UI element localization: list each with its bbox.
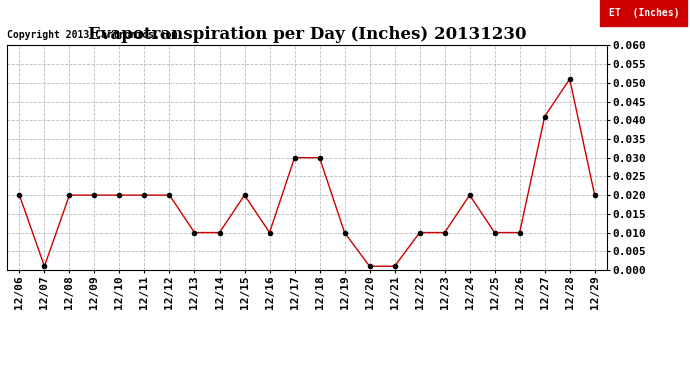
- Text: Copyright 2013 Cartronics.com: Copyright 2013 Cartronics.com: [7, 30, 177, 40]
- Title: Evapotranspiration per Day (Inches) 20131230: Evapotranspiration per Day (Inches) 2013…: [88, 27, 526, 44]
- Text: ET  (Inches): ET (Inches): [609, 8, 679, 18]
